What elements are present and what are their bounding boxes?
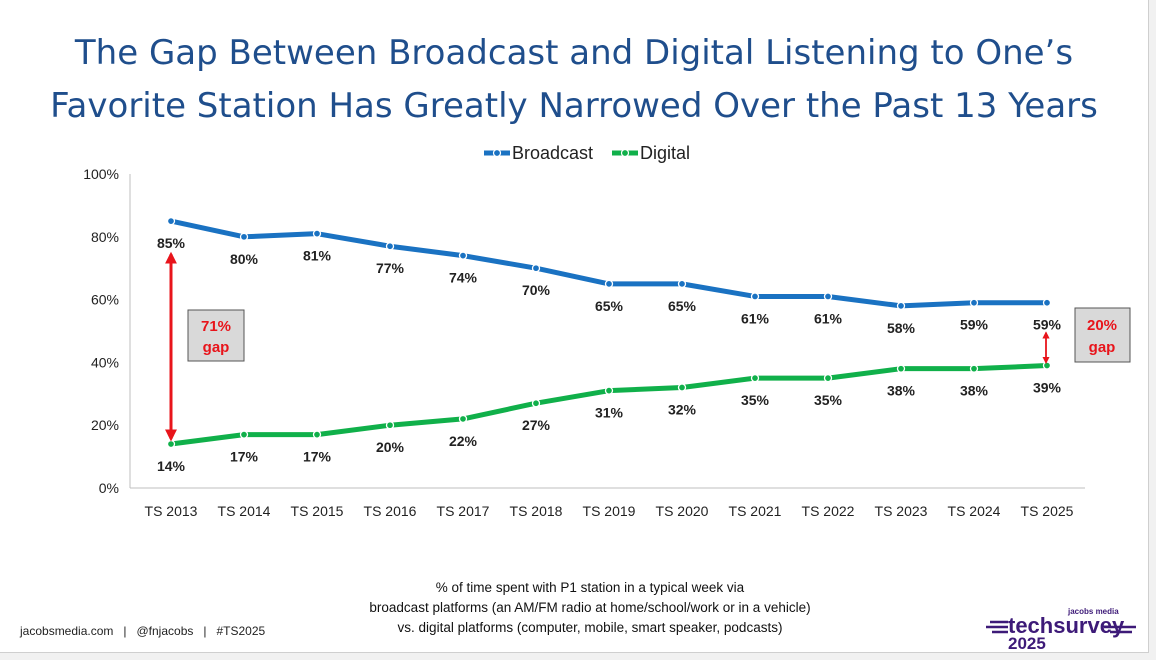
data-point	[823, 292, 833, 301]
data-point	[312, 430, 322, 439]
chart-title-line-2: Favorite Station Has Greatly Narrowed Ov…	[50, 86, 1098, 126]
footnote-line-1: % of time spent with P1 station in a typ…	[435, 580, 745, 595]
data-point	[458, 414, 468, 424]
data-label: 65%	[595, 298, 624, 314]
data-label: 59%	[960, 317, 989, 333]
legend-marker	[620, 148, 630, 158]
data-point	[677, 383, 687, 392]
x-tick-label: TS 2020	[656, 503, 709, 519]
data-point	[458, 251, 468, 260]
x-tick-label: TS 2014	[218, 503, 271, 519]
y-tick-label: 40%	[91, 354, 119, 370]
data-point	[969, 298, 979, 307]
gap-value-left: 71%	[201, 318, 231, 335]
data-point	[166, 216, 176, 226]
x-tick-label: TS 2018	[510, 503, 563, 519]
data-label: 74%	[449, 270, 478, 286]
gap-label-left: gap	[203, 339, 230, 356]
line-chart: 0% 20% 40% 60% 80% 100% TS 2013 TS 2014 TS 2015 T…	[83, 143, 1131, 519]
y-tick-label: 0%	[99, 480, 119, 496]
footnote-line-3: vs. digital platforms (computer, mobile,…	[397, 620, 783, 635]
data-label: 77%	[376, 260, 405, 276]
logo-small-text: jacobs media	[1067, 607, 1119, 616]
legend-label: Digital	[640, 143, 690, 163]
data-point	[1042, 298, 1052, 307]
x-tick-label: TS 2021	[729, 503, 782, 519]
data-point	[312, 229, 322, 238]
data-point	[531, 399, 541, 408]
data-point	[239, 430, 249, 439]
data-label: 85%	[157, 235, 186, 251]
legend-marker	[492, 148, 502, 158]
data-point	[750, 373, 760, 383]
x-tick-label: TS 2016	[364, 503, 417, 519]
data-label: 61%	[741, 310, 770, 326]
data-label: 39%	[1033, 380, 1062, 396]
data-point	[239, 232, 249, 241]
x-tick-label: TS 2022	[802, 503, 855, 519]
y-tick-label: 60%	[91, 292, 119, 308]
data-point	[823, 373, 833, 383]
data-label: 32%	[668, 402, 697, 418]
footer-text: jacobsmedia.com | @fnjacobs | #TS2025	[20, 624, 266, 638]
gap-box-left	[187, 309, 245, 362]
data-label: 81%	[303, 248, 332, 264]
data-point	[969, 364, 979, 373]
data-point	[1042, 361, 1052, 370]
data-point	[604, 279, 614, 289]
logo-year-text: 2025	[1008, 634, 1046, 650]
data-point	[896, 301, 906, 311]
data-label: 27%	[522, 417, 551, 433]
data-label: 65%	[668, 298, 697, 314]
data-point	[531, 264, 541, 273]
data-point	[896, 364, 906, 373]
x-tick-label: TS 2023	[875, 503, 928, 519]
data-label: 61%	[814, 310, 843, 326]
techsurvey-logo: jacobs media techsurvey 2025	[986, 607, 1136, 650]
data-point	[385, 421, 395, 430]
gap-label-right: gap	[1089, 339, 1116, 356]
data-label: 35%	[741, 392, 770, 408]
data-label: 17%	[303, 449, 332, 465]
data-label: 38%	[887, 383, 916, 399]
data-label: 58%	[887, 320, 916, 336]
x-tick-label: TS 2017	[437, 503, 490, 519]
data-label: 14%	[157, 458, 186, 474]
data-point	[385, 242, 395, 251]
y-tick-label: 20%	[91, 417, 119, 433]
x-tick-label: TS 2013	[145, 503, 198, 519]
y-tick-label: 100%	[83, 166, 119, 182]
data-label: 35%	[814, 392, 843, 408]
data-point	[750, 292, 760, 301]
data-label: 31%	[595, 405, 624, 421]
data-label: 20%	[376, 439, 405, 455]
x-tick-label: TS 2015	[291, 503, 344, 519]
data-label: 59%	[1033, 317, 1062, 333]
x-tick-label: TS 2025	[1021, 503, 1074, 519]
chart-title-line-1: The Gap Between Broadcast and Digital Li…	[74, 33, 1074, 73]
data-point	[166, 439, 176, 449]
data-point	[604, 386, 614, 395]
x-tick-label: TS 2024	[948, 503, 1001, 519]
footnote-line-2: broadcast platforms (an AM/FM radio at h…	[369, 600, 811, 615]
data-label: 80%	[230, 251, 259, 267]
x-tick-label: TS 2019	[583, 503, 636, 519]
y-tick-label: 80%	[91, 229, 119, 245]
footnote: % of time spent with P1 station in a typ…	[300, 578, 880, 638]
gap-box-right	[1074, 307, 1131, 363]
data-label: 17%	[230, 449, 259, 465]
data-label: 70%	[522, 282, 551, 298]
data-point	[677, 279, 687, 289]
legend-label: Broadcast	[512, 143, 593, 163]
gap-value-right: 20%	[1087, 317, 1117, 334]
data-label: 38%	[960, 383, 989, 399]
data-label: 22%	[449, 433, 478, 449]
logo-brand-text: techsurvey	[1008, 613, 1125, 638]
logo-speed-lines	[986, 620, 1136, 634]
